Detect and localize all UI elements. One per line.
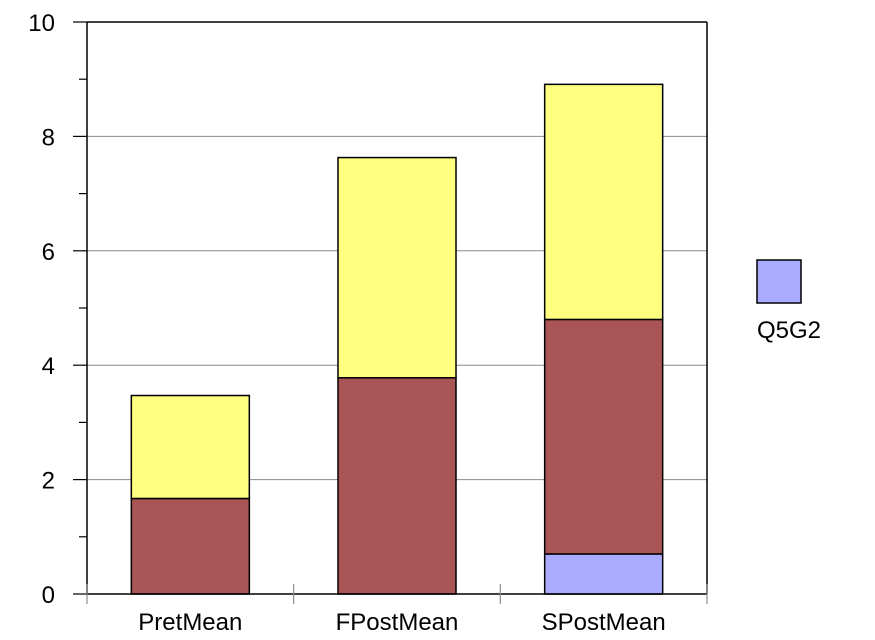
legend-swatch [756, 259, 802, 304]
legend-label: Q5G2 [757, 317, 821, 344]
y-tick-label: 0 [42, 582, 55, 609]
bar-segment-FPostMean-series-2 [337, 377, 457, 595]
y-tick-label: 10 [28, 10, 55, 37]
bar-segment-PretMean-series-2 [130, 497, 251, 595]
y-tick-label: 8 [42, 124, 55, 151]
axes [73, 21, 708, 604]
legend: Q5G2 [756, 259, 821, 344]
x-tick-label: PretMean [138, 609, 242, 636]
bar-segment-PretMean-series-3 [130, 394, 251, 500]
y-tick-labels: 0 2 4 6 8 10 [28, 10, 55, 609]
x-tick-label: SPostMean [542, 609, 666, 636]
x-tick-label: FPostMean [336, 609, 459, 636]
bar-stacks [130, 83, 664, 595]
y-tick-label: 2 [42, 468, 55, 495]
bar-segment-SPostMean-Q5G2 [543, 553, 664, 595]
bar-segment-SPostMean-series-2 [543, 318, 664, 555]
y-tick-label: 4 [42, 353, 55, 380]
x-tick-labels: PretMean FPostMean SPostMean [138, 609, 665, 636]
bar-segment-SPostMean-series-3 [543, 83, 664, 321]
y-tick-label: 6 [42, 239, 55, 266]
bar-segment-FPostMean-series-3 [337, 156, 457, 379]
